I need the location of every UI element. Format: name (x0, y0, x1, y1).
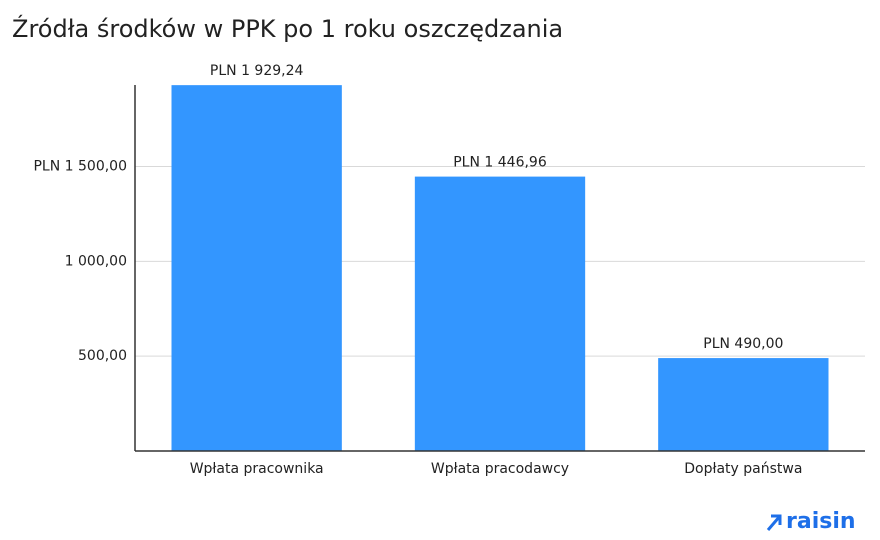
logo: raisin (766, 509, 856, 534)
logo-text: raisin (786, 509, 856, 534)
chart-title: Źródła środków w PPK po 1 roku oszczędza… (12, 14, 563, 43)
y-tick-label: PLN 1 500,00 (33, 159, 127, 175)
bar (658, 358, 829, 451)
x-tick-label: Wpłata pracodawcy (431, 461, 569, 477)
bar (171, 85, 342, 451)
logo-arrow (766, 514, 782, 531)
value-label: PLN 490,00 (703, 336, 783, 352)
y-tick-label: 500,00 (78, 348, 127, 364)
value-label: PLN 1 929,24 (210, 63, 304, 79)
x-tick-label: Dopłaty państwa (684, 461, 802, 477)
y-tick-label: 1 000,00 (65, 253, 127, 269)
bar (414, 176, 586, 451)
value-label: PLN 1 446,96 (453, 155, 547, 171)
x-tick-label: Wpłata pracownika (190, 461, 324, 477)
